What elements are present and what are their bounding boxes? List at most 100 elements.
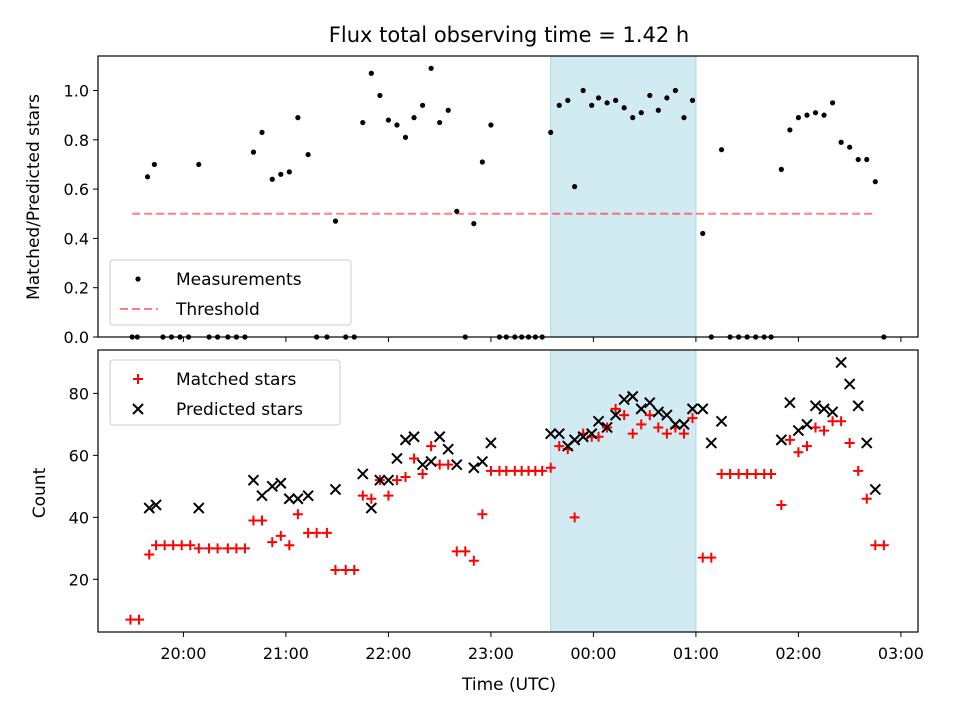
data-point [826,406,839,418]
legend-measurements-swatch [135,276,141,282]
legend-label: Measurements [176,270,302,290]
data-point [409,453,420,464]
data-point [795,115,802,121]
data-point [705,437,717,449]
top-y-axis-label: Matched/Predicted stars [24,94,44,300]
data-point [485,437,497,449]
y-tick-label: 20 [69,570,89,589]
data-point [870,540,881,551]
data-point [572,184,578,190]
data-point [548,129,554,136]
data-point [357,490,368,501]
data-point [212,543,223,554]
data-point [311,527,322,538]
data-point [151,161,157,168]
data-point [134,614,144,625]
data-point [697,403,709,415]
data-point [589,102,595,108]
data-point [636,419,647,430]
y-tick-label: 60 [69,446,89,465]
data-point [479,159,485,165]
data-point [669,418,682,431]
data-point [151,540,162,551]
data-point [185,540,196,551]
data-point [256,489,268,502]
data-point [537,465,548,476]
data-point [847,144,853,150]
x-tick-label: 23:00 [468,644,514,663]
data-point [810,422,821,433]
data-point [818,403,830,415]
data-point [250,149,257,155]
data-point [801,418,813,431]
data-point [553,427,565,440]
data-point [829,100,836,106]
data-point [445,107,451,113]
bottom-y-axis-label: Count [30,467,50,518]
data-point [468,555,479,566]
data-point [357,468,369,480]
data-point [861,437,873,449]
legend-label: Threshold [175,300,260,320]
data-point [451,546,462,557]
data-point [408,431,420,443]
data-point [853,465,864,476]
data-point [460,546,471,557]
data-point [716,468,727,479]
data-point [577,431,589,443]
data-point [843,378,856,390]
data-point [686,403,699,415]
top-panel: 0.0 0.2 0.4 0.6 0.8 1.0 Measurements Threshold [64,55,919,347]
data-point [257,515,267,526]
data-point [143,502,155,514]
y-tick-label: 0.8 [64,131,89,150]
data-point [644,410,655,421]
data-point [864,156,870,163]
data-point [545,462,556,473]
data-point [305,151,311,158]
axes-frame [97,349,919,633]
x-tick-label: 03:00 [878,644,924,663]
data-point [804,112,810,118]
data-point [360,119,366,126]
data-point [247,474,260,486]
data-point [681,115,687,121]
x-tick-label: 02:00 [775,644,821,663]
data-point [601,421,613,434]
data-point [604,100,610,106]
x-tick-label: 00:00 [570,644,616,663]
data-point [609,409,622,421]
legend-matched-swatch [133,374,143,384]
data-point [400,472,411,483]
data-point [286,169,292,175]
data-point [568,434,581,446]
data-point [468,462,480,474]
data-point [284,540,295,551]
data-point [618,393,630,406]
data-point [442,443,454,455]
data-point [150,499,162,511]
data-point [638,110,644,116]
data-point [383,490,394,501]
data-point [653,422,664,433]
y-tick-label: 0.0 [64,328,89,347]
data-point [610,403,621,414]
data-point [196,161,202,168]
y-tick-label: 40 [69,508,89,527]
data-point [332,218,339,224]
data-point [302,489,314,502]
data-point [706,552,717,563]
legend-predicted-swatch [132,403,144,415]
x-tick-label: 01:00 [673,644,719,663]
data-point [193,543,204,554]
data-point [239,543,250,554]
legend-box [109,259,352,326]
data-point [872,179,878,185]
data-point [664,95,670,101]
data-point [434,459,445,470]
x-tick-label: 21:00 [263,644,309,663]
data-point [776,499,787,510]
data-point [635,403,647,415]
data-point [402,134,409,140]
